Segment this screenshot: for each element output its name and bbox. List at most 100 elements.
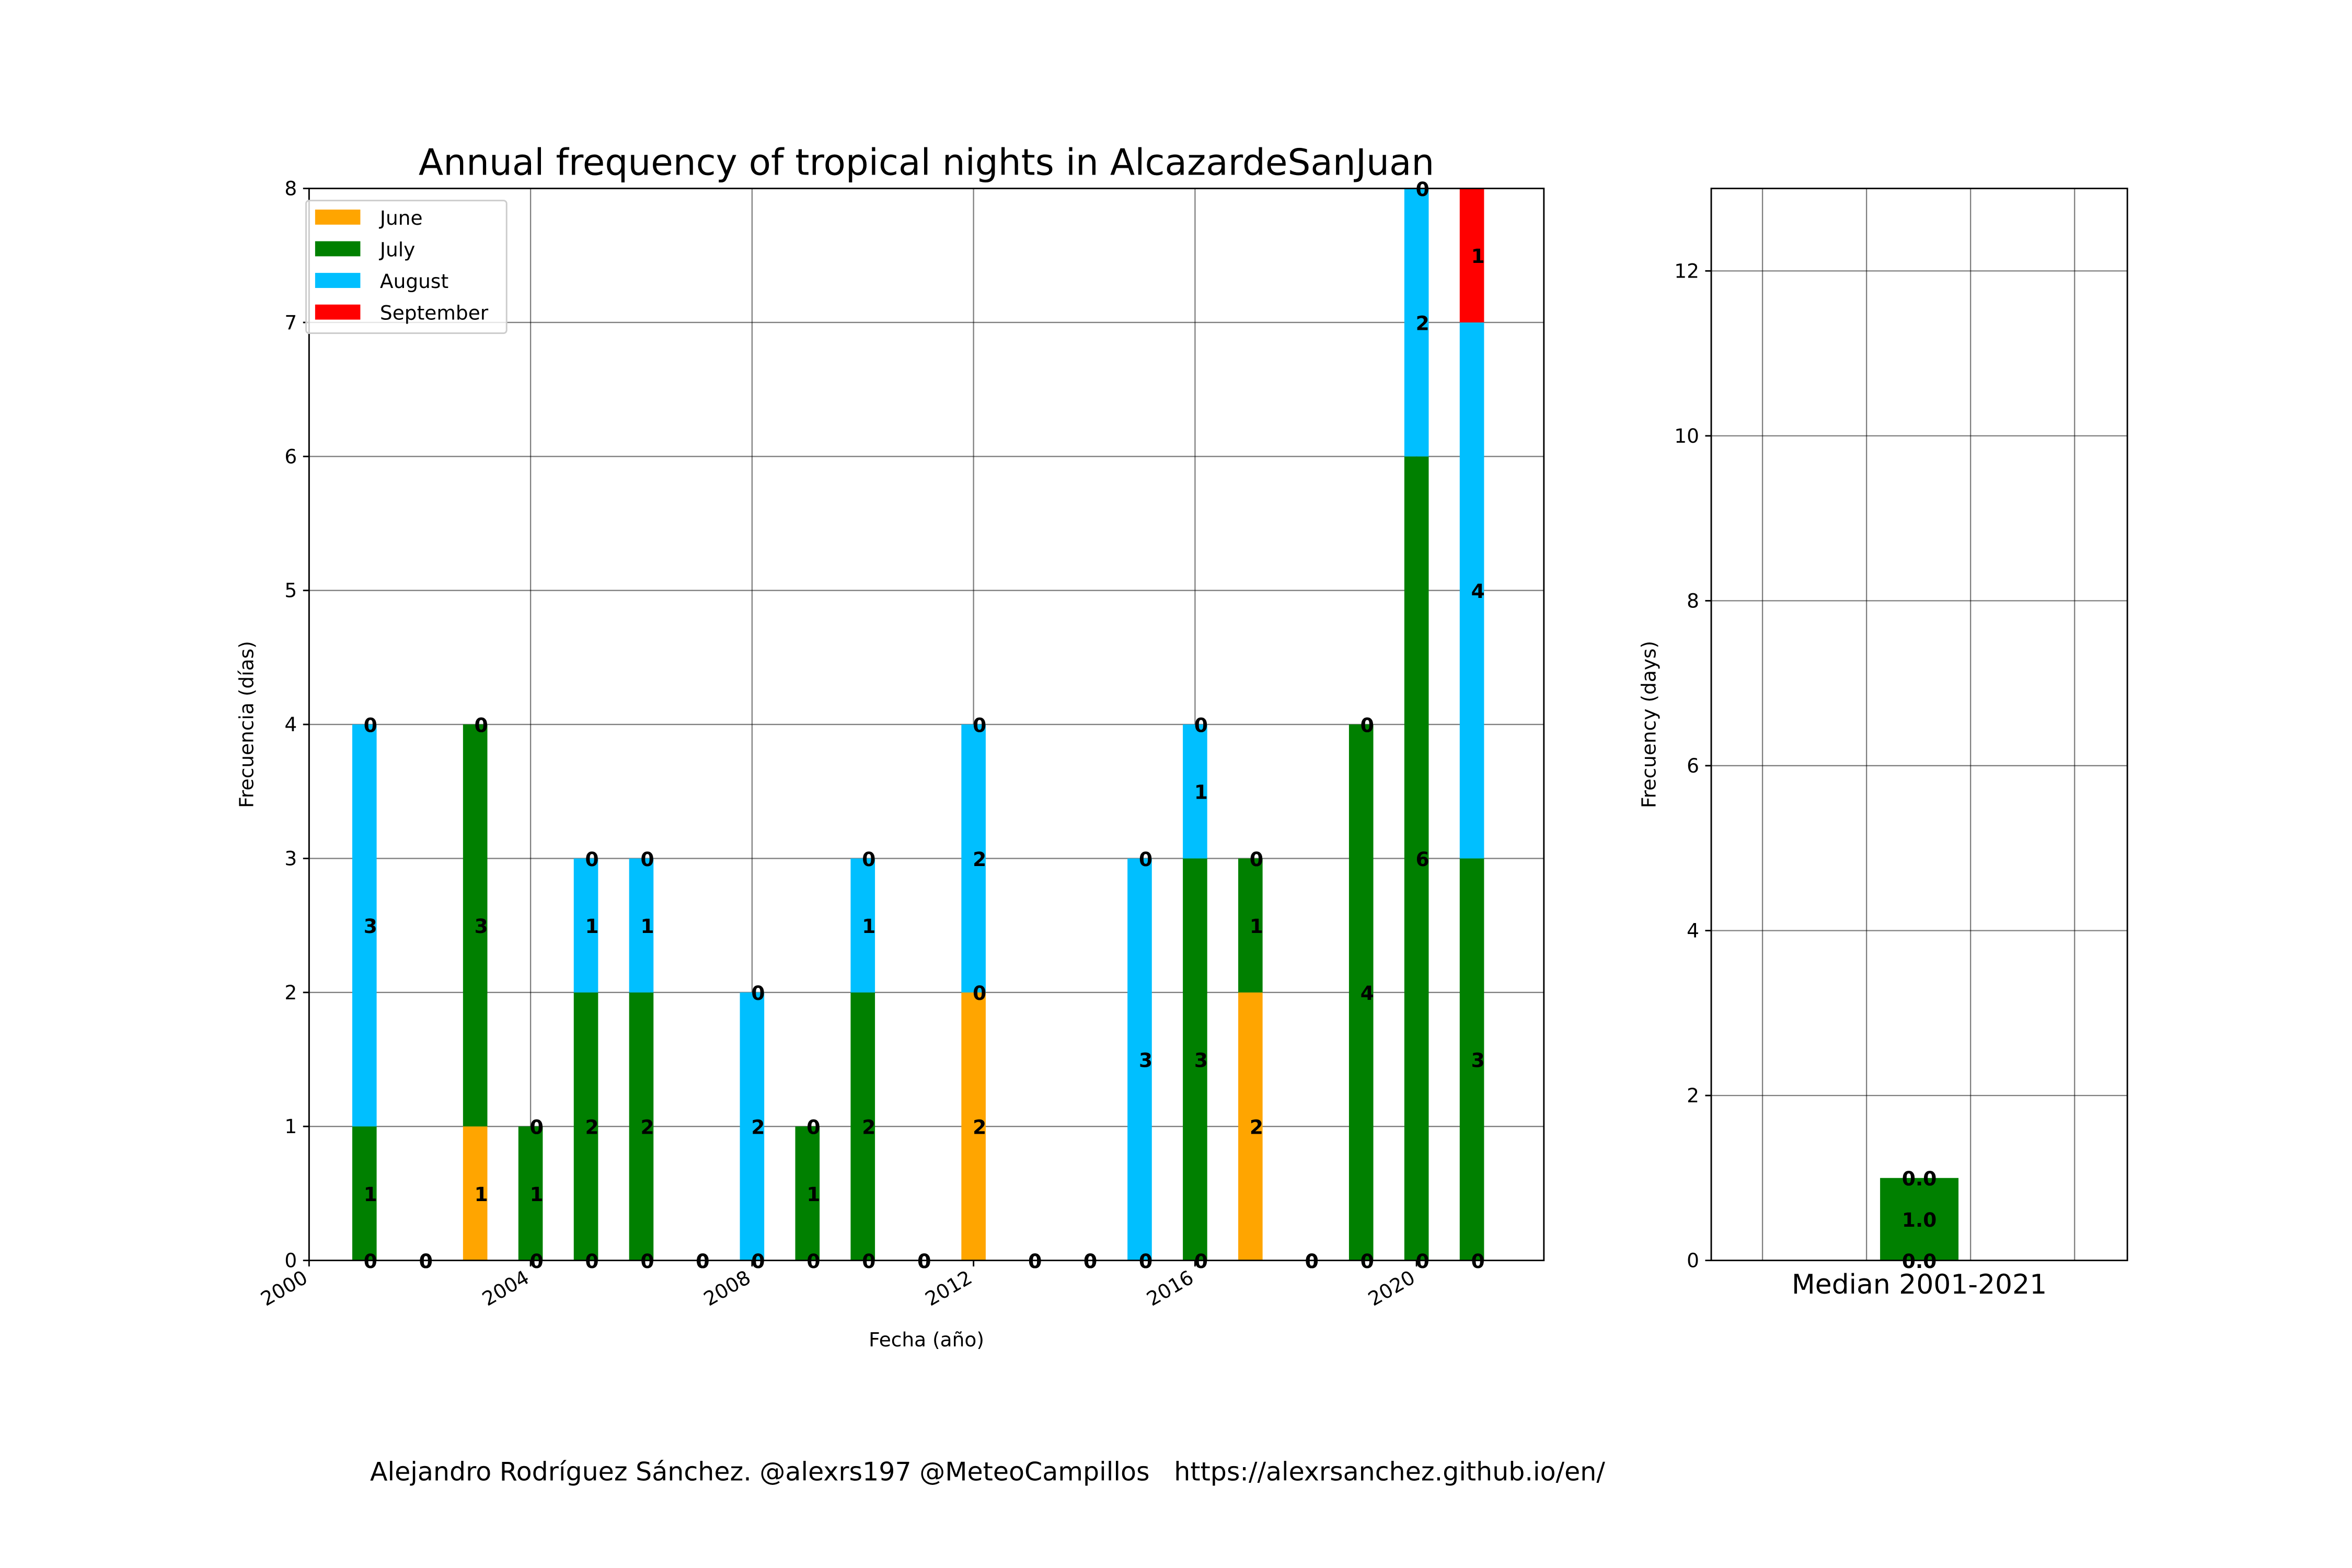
- bar-segment: [629, 858, 654, 993]
- data-label: 1: [640, 915, 654, 938]
- axes-frame: [1710, 188, 2128, 1261]
- bar-segment: [1880, 1178, 1959, 1261]
- data-label: 0: [751, 982, 765, 1005]
- axes-frame: [308, 188, 1545, 1261]
- bar-segment: [573, 992, 598, 1261]
- data-label: 0: [862, 848, 875, 871]
- bar-segment: [1459, 858, 1484, 1261]
- y-tick-label: 6: [284, 445, 297, 468]
- bar-segment: [1127, 858, 1152, 1261]
- legend-label: July: [379, 238, 415, 261]
- chart-title: Annual frequency of tropical nights in A…: [419, 142, 1434, 184]
- data-label: 2: [973, 848, 986, 871]
- y-tick-label: 5: [284, 579, 297, 602]
- y-tick-label: 1: [284, 1115, 297, 1138]
- bar-segment: [961, 724, 986, 993]
- y-tick-label: 0: [284, 1249, 297, 1272]
- data-label: 3: [1471, 1048, 1485, 1071]
- y-tick-label: 2: [1687, 1084, 1699, 1107]
- bar-segment: [518, 1126, 543, 1261]
- data-label: 2: [862, 1116, 875, 1139]
- y-tick-label: 6: [1687, 754, 1699, 777]
- x-axis-label: Fecha (año): [869, 1328, 984, 1351]
- data-label: 0: [1139, 848, 1152, 871]
- data-label: 0: [1361, 713, 1374, 736]
- data-label: 4: [1361, 982, 1374, 1005]
- y-tick-label: 10: [1674, 424, 1699, 447]
- data-label: 1: [806, 1183, 820, 1206]
- data-label: 6: [1416, 848, 1429, 871]
- bar-segment: [961, 992, 986, 1261]
- y-tick-label: 12: [1674, 259, 1699, 282]
- legend-swatch: [315, 273, 361, 288]
- legend-label: September: [380, 302, 489, 325]
- bar-segment: [740, 992, 765, 1261]
- footer: Alejandro Rodríguez Sánchez. @alexrs197 …: [370, 1457, 1605, 1487]
- y-tick-label: 8: [1687, 589, 1699, 612]
- data-label: 1: [475, 1183, 488, 1206]
- y-tick-label: 8: [284, 177, 297, 200]
- y-tick-label: 2: [284, 981, 297, 1004]
- y-tick-label: 7: [284, 311, 297, 334]
- legend-frame: [305, 200, 508, 334]
- data-label: 3: [364, 915, 377, 938]
- legend-swatch: [315, 304, 361, 320]
- data-label: 2: [1250, 1116, 1263, 1139]
- y-tick-label: 4: [1687, 919, 1699, 942]
- data-label: 0: [1250, 848, 1263, 871]
- bar-segment: [850, 858, 875, 993]
- data-label: 1: [1194, 781, 1208, 804]
- bar-segment: [573, 858, 598, 993]
- bar-segment: [463, 1126, 488, 1261]
- bar-segment: [463, 724, 488, 1127]
- data-label: 4: [1471, 580, 1485, 603]
- bar-segment: [1459, 322, 1484, 859]
- bar-segment: [1348, 724, 1374, 1261]
- y-axis-label: Frecuency (days): [1637, 641, 1660, 808]
- legend-label: August: [380, 270, 448, 293]
- bar-segment: [1404, 456, 1429, 1261]
- data-label: 3: [1139, 1048, 1152, 1071]
- legend: June July August September: [305, 200, 508, 334]
- data-label: 2: [585, 1116, 599, 1139]
- data-label: 0: [806, 1116, 820, 1139]
- data-label: 0: [973, 713, 986, 736]
- data-label: 0.0: [1902, 1167, 1936, 1190]
- right-x-grid: [1761, 188, 2076, 1261]
- data-label: 1: [862, 915, 875, 938]
- data-label: 0: [1361, 713, 1374, 736]
- y-tick-label: 4: [284, 713, 297, 736]
- y-tick-label: 3: [284, 847, 297, 870]
- bar-segment: [352, 724, 377, 1127]
- bar-segment: [1238, 858, 1263, 993]
- data-label: 0: [1250, 848, 1263, 871]
- data-label: 1: [364, 1183, 377, 1206]
- legend-swatch: [315, 209, 361, 225]
- data-label: 0: [530, 1116, 544, 1139]
- data-label: 0: [530, 1116, 544, 1139]
- legend-label: June: [379, 206, 423, 229]
- y-tick-label: 0: [1687, 1249, 1699, 1272]
- data-label: 0: [475, 713, 488, 736]
- data-label: 1: [1250, 915, 1263, 938]
- y-axis-label: Frecuencia (días): [235, 641, 258, 808]
- data-label: 0: [806, 1116, 820, 1139]
- data-label: 2: [973, 1116, 986, 1139]
- bar-segment: [1183, 724, 1207, 859]
- data-label: 1: [1471, 245, 1485, 268]
- data-label: 1: [585, 915, 599, 938]
- data-label: 1: [530, 1183, 544, 1206]
- data-label: 3: [475, 915, 488, 938]
- bar-segment: [1459, 188, 1484, 322]
- data-label: 0: [640, 848, 654, 871]
- data-label: 0: [364, 713, 377, 736]
- data-label: 1.0: [1902, 1208, 1936, 1231]
- data-label: 0: [973, 982, 986, 1005]
- bar-segment: [1238, 992, 1263, 1261]
- data-label: 2: [751, 1116, 765, 1139]
- data-label: 2: [1416, 312, 1429, 335]
- x-tick-label: Median 2001-2021: [1792, 1269, 2047, 1300]
- legend-swatch: [315, 241, 361, 257]
